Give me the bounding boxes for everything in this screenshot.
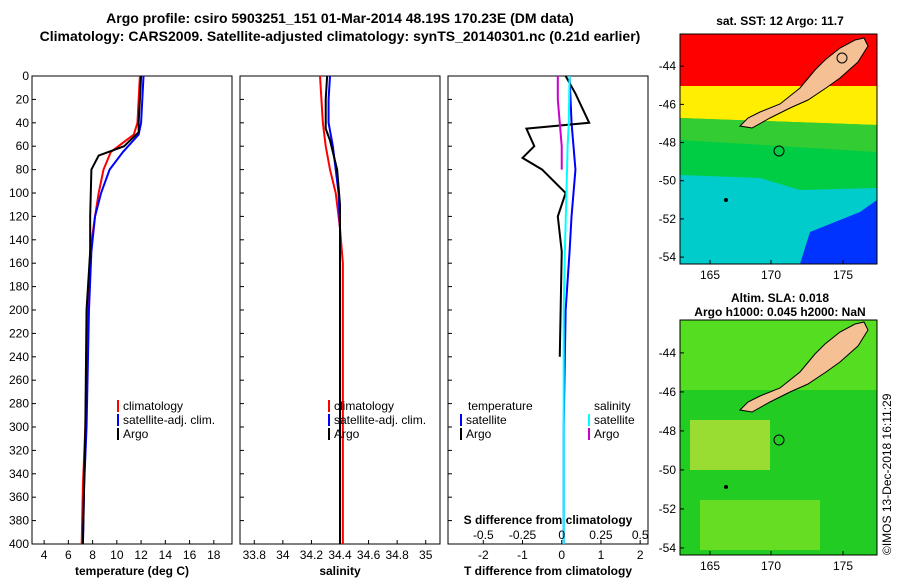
series-line-1 xyxy=(520,75,591,357)
x-axis-label: T difference from climatology xyxy=(464,564,632,578)
series-line-3 xyxy=(556,76,563,170)
y-tick-label: 380 xyxy=(9,514,29,528)
y-tick-label: 400 xyxy=(9,537,29,551)
temperature-panel: 4 6 8 10 12 14 16 18020406080100120140160180200… xyxy=(9,69,233,578)
x-tick-label: 34.6 xyxy=(357,548,381,562)
x-tick-label: 0 xyxy=(558,548,565,562)
legend-title-temperature: temperature xyxy=(468,399,533,413)
legend-swatch xyxy=(460,414,462,426)
x-tick-label: -1 xyxy=(517,548,528,562)
plot-frame xyxy=(31,75,233,545)
y-tick-label: 60 xyxy=(16,139,30,153)
legend-title-salinity: salinity xyxy=(594,399,631,413)
series-line-1 xyxy=(81,75,145,545)
legend-swatch xyxy=(460,428,462,440)
sla-map-title-1: Altim. SLA: 0.018 xyxy=(730,291,830,305)
top-tick-label: -0.25 xyxy=(509,528,537,542)
top-tick-label: 0.25 xyxy=(589,528,613,542)
x-tick-label: 6 xyxy=(65,548,72,562)
legend-label: satellite xyxy=(594,413,635,427)
x-tick-label: 4 xyxy=(41,548,48,562)
legend-label: Argo xyxy=(594,427,620,441)
y-tick-label: 320 xyxy=(9,443,29,457)
x-tick-label: 33.8 xyxy=(243,548,267,562)
x-tick-label: 35 xyxy=(419,548,433,562)
top-axis-label: S difference from climatology xyxy=(464,513,633,527)
y-tick-label: 180 xyxy=(9,280,29,294)
legend-swatch xyxy=(328,400,330,412)
legend-label: climatology xyxy=(334,399,394,413)
legend-swatch xyxy=(117,428,119,440)
difference-panel: -2 -1 0 1 2 T difference from climatology temp… xyxy=(447,75,649,578)
top-tick-label: 0 xyxy=(558,528,565,542)
legend-label: Argo xyxy=(466,427,492,441)
legend-label: satellite-adj. clim. xyxy=(334,413,426,427)
y-tick-label: 120 xyxy=(9,209,29,223)
x-axis-label: temperature (deg C) xyxy=(75,564,189,578)
top-tick-label: -0.5 xyxy=(473,528,494,542)
y-tick-label: 280 xyxy=(9,397,29,411)
y-tick-label: 300 xyxy=(9,420,29,434)
x-tick-label: 16 xyxy=(183,548,197,562)
plot-frame xyxy=(447,75,649,545)
x-tick-label: -2 xyxy=(478,548,489,562)
y-tick-label: 20 xyxy=(16,92,30,106)
x-tick-label: 14 xyxy=(159,548,173,562)
top-tick-label: 0.5 xyxy=(632,528,649,542)
y-tick-label: 220 xyxy=(9,326,29,340)
legend-label: Argo xyxy=(334,427,360,441)
x-tick-label: 18 xyxy=(207,548,221,562)
imos-watermark: ©IMOS 13-Dec-2018 16:11:29 xyxy=(880,393,894,555)
x-axis-label: salinity xyxy=(319,564,361,578)
legend-label: satellite xyxy=(466,413,507,427)
x-tick-label: 34.8 xyxy=(385,548,409,562)
legend-label: satellite-adj. clim. xyxy=(123,413,215,427)
legend-swatch xyxy=(588,414,590,426)
y-tick-label: 160 xyxy=(9,256,29,270)
y-tick-label: 360 xyxy=(9,490,29,504)
x-tick-label: 34 xyxy=(276,548,290,562)
y-tick-label: 240 xyxy=(9,350,29,364)
x-tick-label: 34.4 xyxy=(328,548,352,562)
legend-swatch xyxy=(117,414,119,426)
legend-swatch xyxy=(328,428,330,440)
x-tick-label: 34.2 xyxy=(300,548,324,562)
salinity-panel: 33.8 34 34.2 34.4 34.6 34.8 35 salinity climatol… xyxy=(239,75,441,578)
y-tick-label: 200 xyxy=(9,303,29,317)
y-tick-label: 340 xyxy=(9,467,29,481)
y-tick-label: 0 xyxy=(22,69,29,83)
series-line-0 xyxy=(319,75,344,544)
x-tick-label: 12 xyxy=(134,548,148,562)
y-tick-label: 100 xyxy=(9,186,29,200)
y-tick-label: 40 xyxy=(16,116,30,130)
x-tick-label: 2 xyxy=(637,548,644,562)
sla-map-title-2: Argo h1000: 0.045 h2000: NaN xyxy=(694,305,866,319)
y-tick-label: 140 xyxy=(9,233,29,247)
x-tick-label: 10 xyxy=(110,548,124,562)
series-line-2 xyxy=(324,75,341,544)
chart-title-line1: Argo profile: csiro 5903251_151 01-Mar-2… xyxy=(106,10,574,26)
y-tick-label: 260 xyxy=(9,373,29,387)
chart-title-line2: Climatology: CARS2009. Satellite-adjuste… xyxy=(39,28,641,44)
legend-swatch xyxy=(328,414,330,426)
legend-label: Argo xyxy=(123,427,149,441)
sst-map-title: sat. SST: 12 Argo: 11.7 xyxy=(716,14,844,28)
x-tick-label: 8 xyxy=(89,548,96,562)
legend-swatch xyxy=(588,428,590,440)
series-line-2 xyxy=(562,75,571,544)
series-line-2 xyxy=(81,75,143,545)
legend-swatch xyxy=(117,400,119,412)
y-tick-label: 80 xyxy=(16,163,30,177)
x-tick-label: 1 xyxy=(598,548,605,562)
legend-label: climatology xyxy=(123,399,183,413)
